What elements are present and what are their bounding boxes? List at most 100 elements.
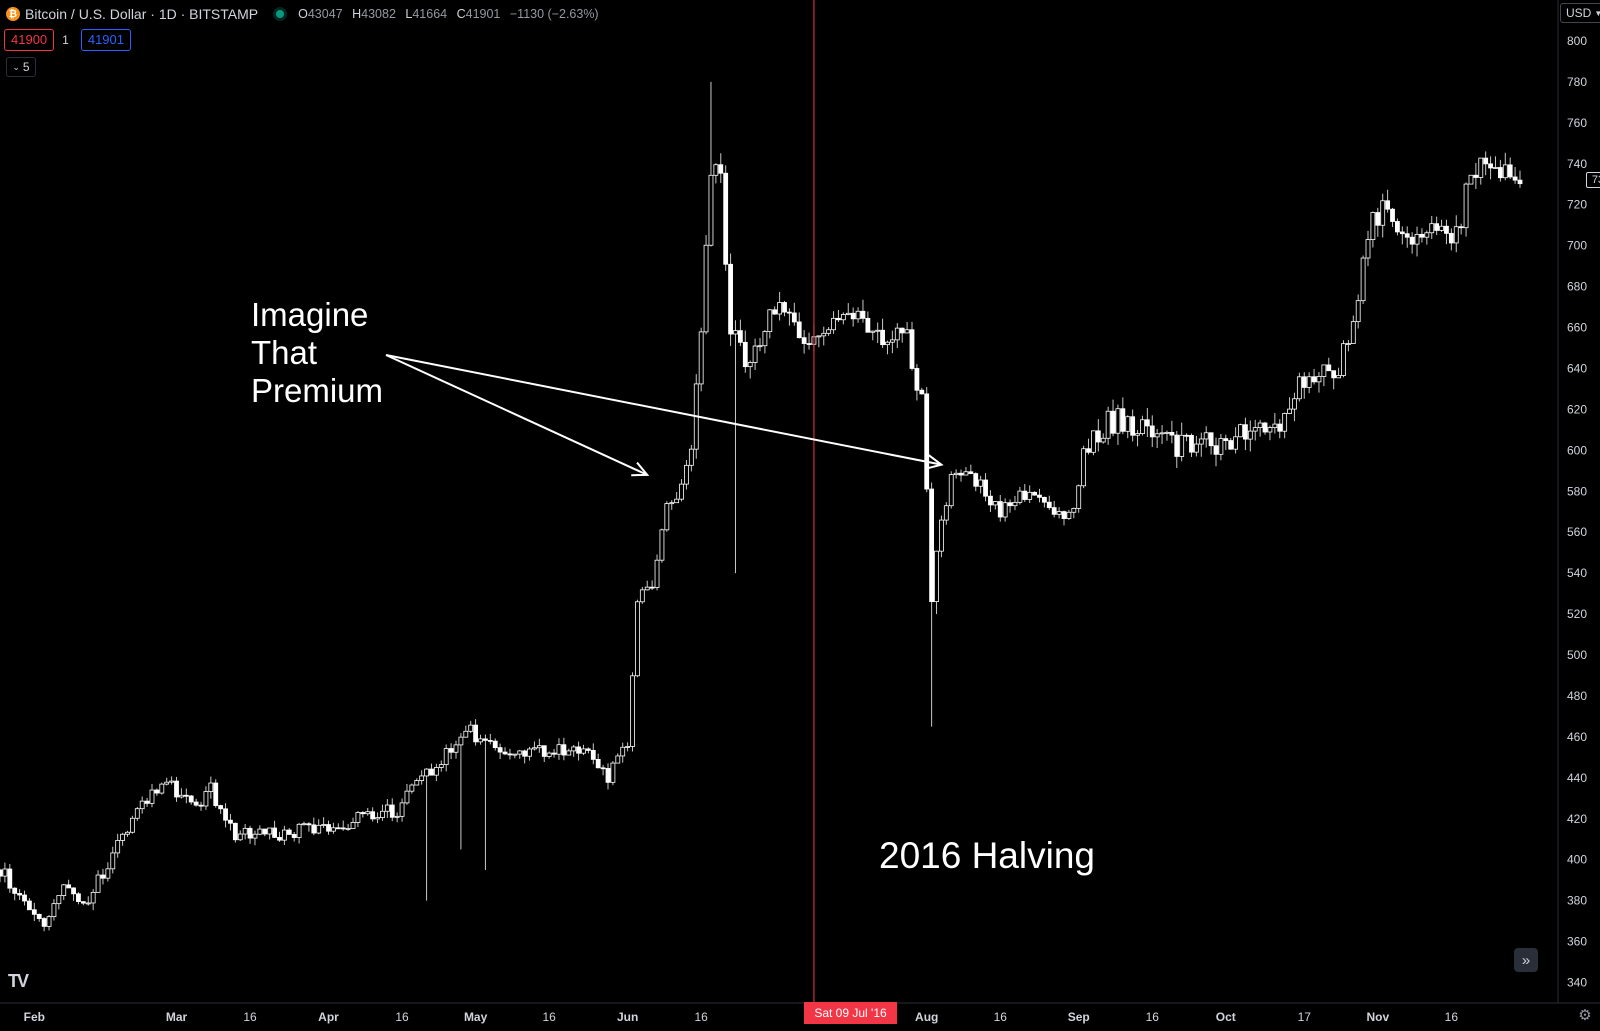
- premium-annotation[interactable]: Imagine That Premium: [251, 296, 384, 409]
- candle-body: [934, 550, 939, 603]
- candle-body: [625, 746, 631, 748]
- candle-body: [973, 473, 979, 487]
- candle-body: [1203, 432, 1209, 440]
- candle-body: [95, 874, 101, 893]
- candle-body: [1243, 424, 1248, 440]
- candle-body: [880, 329, 885, 346]
- candle-body: [1341, 343, 1346, 376]
- candle-body: [46, 916, 52, 927]
- symbol-title[interactable]: Bitcoin / U.S. Dollar · 1D · BITSTAMP: [25, 6, 259, 22]
- sell-button[interactable]: 41900: [4, 29, 55, 51]
- candle-body: [948, 474, 954, 507]
- candle-body: [924, 393, 930, 490]
- candle-body: [1120, 408, 1126, 432]
- candle-body: [1429, 223, 1435, 234]
- candle-body: [85, 902, 91, 905]
- candle-body: [752, 345, 758, 363]
- candle-body: [7, 868, 13, 889]
- candle-body: [1046, 501, 1052, 509]
- candle-body: [762, 331, 768, 347]
- time-scale[interactable]: Feb Mar 16 Apr 16 May 16 Jun 16 Aug 16 Sep 16 Oct 17 No…: [24, 1010, 1459, 1024]
- candle-body: [478, 738, 483, 743]
- candle-body: [1071, 507, 1077, 513]
- candle-body: [281, 829, 287, 841]
- candle-body: [183, 794, 189, 797]
- x-tick-label: Apr: [318, 1010, 339, 1024]
- candle-body: [483, 738, 488, 741]
- candle-body: [939, 519, 944, 552]
- y-tick-label: 700: [1567, 239, 1587, 253]
- y-tick-label: 360: [1567, 935, 1587, 949]
- price-scale[interactable]: 340 360 380 400 420 440 460 480 500 520 540 560 580 6…: [1567, 34, 1587, 990]
- candle-body: [22, 894, 27, 902]
- candle-body: [517, 750, 523, 755]
- candle-body: [340, 827, 346, 830]
- candle-body: [453, 744, 459, 753]
- x-tick-label: Mar: [166, 1010, 188, 1024]
- buy-button[interactable]: 41901: [80, 29, 131, 51]
- y-tick-label: 380: [1567, 894, 1587, 908]
- candle-body: [399, 802, 405, 817]
- candle-body: [1272, 423, 1278, 428]
- high-value: 43082: [361, 7, 396, 21]
- candle-body: [198, 804, 204, 807]
- candle-body: [997, 501, 1003, 518]
- candle-body: [742, 341, 748, 368]
- bitcoin-icon[interactable]: ₿: [6, 7, 20, 21]
- candle-body: [777, 302, 783, 315]
- candle-body: [252, 833, 258, 839]
- candle-body: [860, 310, 866, 319]
- candle-body: [174, 780, 179, 798]
- chevron-down-icon: ▼: [1594, 8, 1600, 18]
- open-value: 43047: [307, 7, 343, 21]
- candle-body: [1174, 434, 1180, 457]
- candle-body: [885, 341, 890, 346]
- ohlc-values: O43047 H43082 L41664 C41901 −1130 (−2.63…: [298, 7, 598, 21]
- candle-body: [1100, 437, 1106, 443]
- y-tick-label: 540: [1567, 566, 1587, 580]
- currency-button[interactable]: USD ▼: [1560, 3, 1600, 23]
- candle-body: [1414, 233, 1420, 245]
- candle-body: [66, 884, 72, 889]
- candle-body: [914, 368, 920, 391]
- candle-body: [448, 748, 454, 753]
- quantity-value[interactable]: 1: [62, 33, 69, 47]
- candle-body: [1424, 232, 1430, 238]
- candle-body: [1238, 424, 1243, 438]
- annotation-arrows: [385, 354, 944, 477]
- candle-body: [708, 174, 714, 246]
- market-status-icon[interactable]: [276, 10, 285, 18]
- candle-body: [1115, 408, 1121, 434]
- halving-annotation[interactable]: 2016 Halving: [879, 835, 1095, 876]
- candle-body: [365, 811, 371, 815]
- candle-body: [1512, 176, 1518, 181]
- candle-body: [850, 312, 856, 320]
- candle-body: [1149, 425, 1155, 438]
- candle-body: [443, 748, 449, 765]
- candle-body: [1458, 226, 1464, 229]
- indicators-toggle-button[interactable]: ⌄ 5: [6, 57, 36, 77]
- candle-body: [635, 601, 640, 677]
- candle-body: [600, 767, 606, 770]
- candle-body: [664, 503, 670, 531]
- candle-body: [492, 740, 498, 749]
- x-tick-label: 16: [395, 1010, 409, 1024]
- high-label: H: [352, 7, 362, 21]
- candle-body: [840, 314, 846, 321]
- candle-body: [1056, 511, 1062, 515]
- tradingview-logo-icon[interactable]: TV: [8, 971, 29, 991]
- scroll-to-realtime-button[interactable]: »: [1514, 948, 1538, 972]
- candle-body: [232, 822, 238, 841]
- candle-body: [129, 817, 135, 833]
- gear-icon[interactable]: ⚙: [1578, 1007, 1592, 1024]
- y-tick-label: 680: [1567, 280, 1587, 294]
- candle-body: [639, 589, 645, 603]
- candle-body: [1404, 233, 1410, 238]
- candle-body: [208, 782, 214, 792]
- candle-body: [1130, 416, 1136, 436]
- candle-body: [576, 746, 581, 754]
- y-tick-label: 440: [1567, 771, 1587, 785]
- candle-body: [1135, 433, 1140, 436]
- candle-body: [350, 822, 356, 829]
